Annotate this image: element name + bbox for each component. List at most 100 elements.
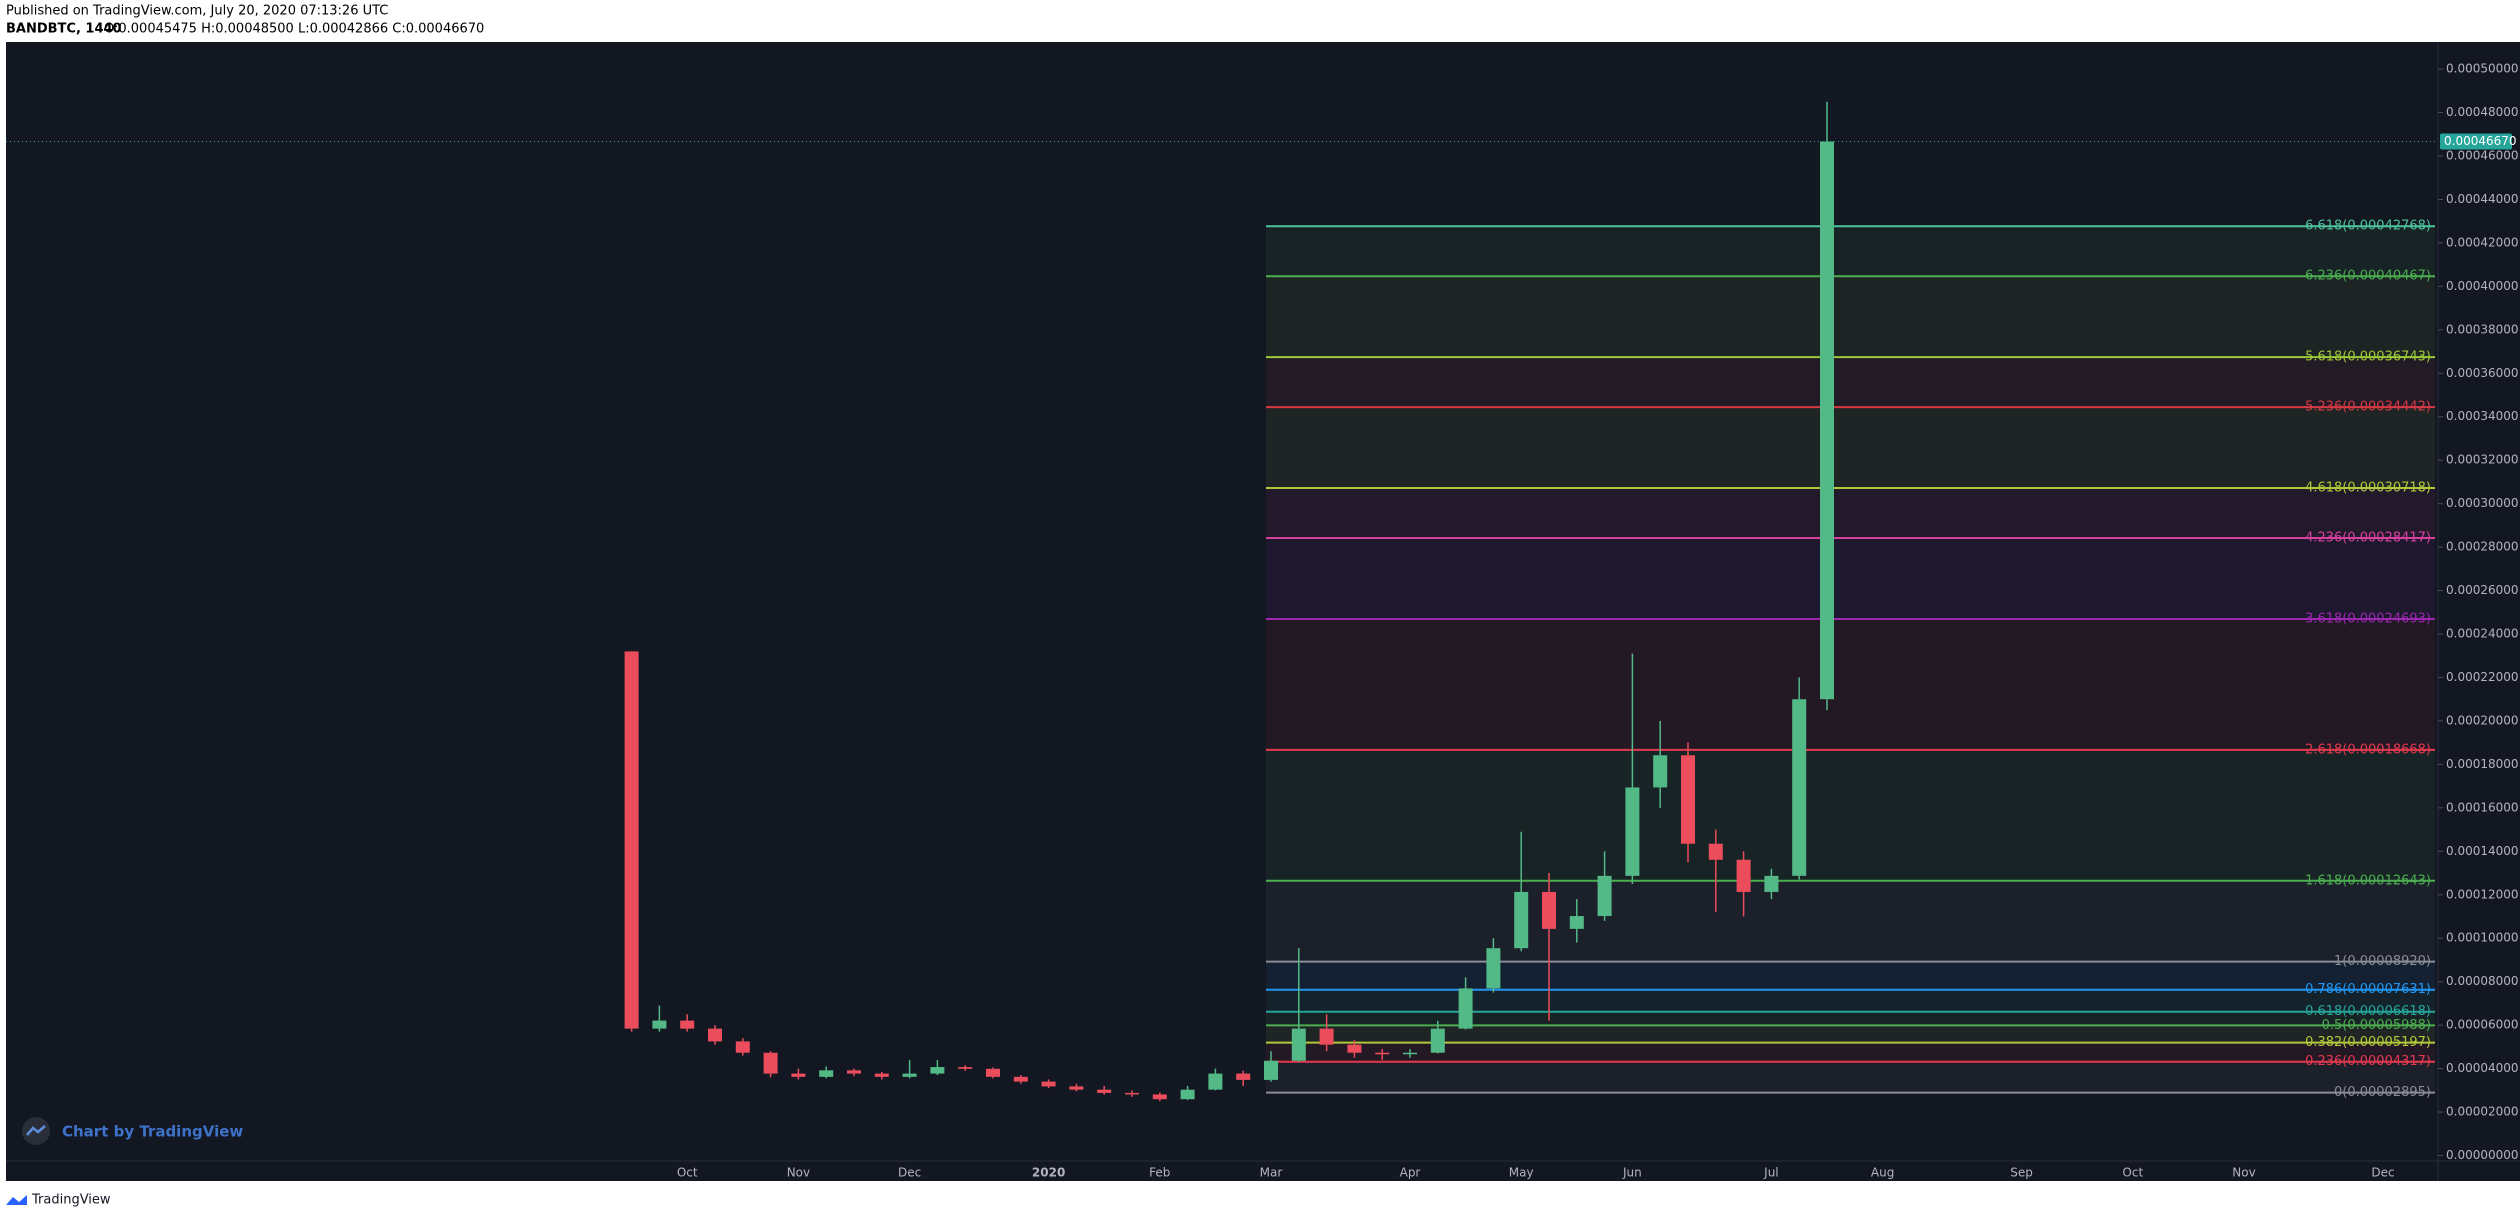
x-tick-label: May [1509,1166,1534,1180]
fib-label: 6.236(0.00040467) [2305,269,2431,284]
fib-label: 3.618(0.00024693) [2305,611,2431,626]
watermark-text: Chart by TradingView [62,1123,243,1141]
y-tick-label: 0.00006000 [2446,1018,2519,1032]
y-tick-label: 0.00028000 [2446,540,2519,554]
fib-label: 5.236(0.00034442) [2305,400,2431,415]
candle-body [1264,1060,1278,1080]
candle-body [958,1067,973,1069]
x-tick-label: Nov [2232,1166,2255,1180]
fib-label: 5.618(0.00036743) [2305,350,2431,365]
candle-body [1375,1052,1390,1055]
candle-body [1069,1086,1084,1090]
y-tick-label: 0.00018000 [2446,757,2519,771]
candle-body [1097,1089,1112,1093]
fib-label: 1(0.00008920) [2334,954,2431,969]
y-tick-label: 0.00030000 [2446,496,2519,510]
candle-body [930,1067,945,1074]
candle-body [1208,1073,1223,1090]
fib-label: 2.618(0.00018668) [2305,742,2431,757]
fib-label: 0.5(0.00005988) [2322,1018,2431,1033]
x-tick-label: Dec [2371,1166,2394,1180]
candle-body [1180,1089,1195,1100]
y-tick-label: 0.00040000 [2446,279,2519,293]
candle-body [1542,891,1556,929]
candle-body [1792,699,1807,876]
fib-zone [1266,989,2435,1012]
y-tick-label: 0.00012000 [2446,887,2519,901]
x-tick-label: Feb [1149,1166,1170,1180]
fib-zone [1266,1025,2435,1043]
candle-body [1319,1028,1334,1045]
candle-body [902,1073,917,1077]
candle-body [624,651,639,1029]
candle-body [680,1020,695,1029]
fib-zone [1266,538,2435,619]
candle-body [1514,891,1529,949]
candle-body [1430,1028,1445,1053]
fib-label: 0.618(0.00006618) [2305,1004,2431,1019]
x-tick-label: Mar [1260,1166,1283,1180]
fib-zone [1266,407,2435,489]
fib-label: 4.618(0.00030718) [2305,481,2431,496]
fib-label: 0(0.00002895) [2334,1085,2431,1100]
candle-body [1820,141,1834,700]
candle-body [1458,988,1473,1029]
y-tick-label: 0.00032000 [2446,453,2519,467]
y-tick-label: 0.00022000 [2446,670,2519,684]
y-tick-label: 0.00048000 [2446,105,2519,119]
candle-body [1236,1073,1251,1080]
x-tick-label: 2020 [1032,1166,1065,1180]
fib-zone [1266,1011,2435,1026]
candle-body [1708,843,1723,860]
y-tick-label: 0.00044000 [2446,192,2519,206]
fib-zone [1266,1042,2435,1062]
fib-label: 1.618(0.00012643) [2305,873,2431,888]
x-tick-label: Jun [1622,1166,1642,1180]
x-tick-label: Dec [898,1166,921,1180]
fib-zone [1266,749,2435,881]
ohlc-readout: O:0.00045475 H:0.00048500 L:0.00042866 C… [104,22,484,37]
fib-label: 0.786(0.00007631) [2305,982,2431,997]
candle-body [1764,875,1779,892]
candle-body [1291,1028,1306,1061]
candle-body [847,1070,861,1074]
y-tick-label: 0.00038000 [2446,322,2519,336]
candle-body [1403,1052,1417,1055]
candle-body [1597,875,1612,917]
footer-brand: TradingView [31,1193,111,1208]
fib-zone [1266,488,2435,539]
last-price-box [2440,133,2512,150]
y-tick-label: 0.00008000 [2446,974,2519,988]
candle-body [986,1068,1000,1077]
fib-zone [1266,1061,2435,1093]
candle-body [735,1041,750,1053]
y-tick-label: 0.00024000 [2446,627,2519,641]
candle-body [1486,948,1501,989]
x-tick-label: Nov [787,1166,810,1180]
footer-logo [6,1195,27,1205]
y-tick-label: 0.00042000 [2446,235,2519,249]
candle-body [819,1070,834,1077]
fib-zone [1266,276,2435,358]
y-tick-label: 0.00036000 [2446,366,2519,380]
candle-body [1681,755,1695,844]
fib-zone [1266,357,2435,408]
candle-body [1152,1094,1167,1100]
y-tick-label: 0.00000000 [2446,1148,2519,1162]
candle-body [791,1073,806,1077]
y-tick-label: 0.00046000 [2446,149,2519,163]
published-line: Published on TradingView.com, July 20, 2… [6,4,388,19]
fib-zone [1266,618,2435,750]
candle-body [1347,1044,1362,1053]
x-tick-label: Oct [677,1166,698,1180]
y-tick-label: 0.00026000 [2446,583,2519,597]
candle-body [763,1052,778,1074]
x-tick-label: Aug [1871,1166,1894,1180]
y-tick-label: 0.00020000 [2446,713,2519,727]
x-tick-label: Jul [1763,1166,1778,1180]
plot-layer: 0.00000000 0.00002000 0.00004000 0.00006000… [6,62,2519,1180]
y-tick-label: 0.00034000 [2446,409,2519,423]
y-tick-label: 0.00010000 [2446,931,2519,945]
